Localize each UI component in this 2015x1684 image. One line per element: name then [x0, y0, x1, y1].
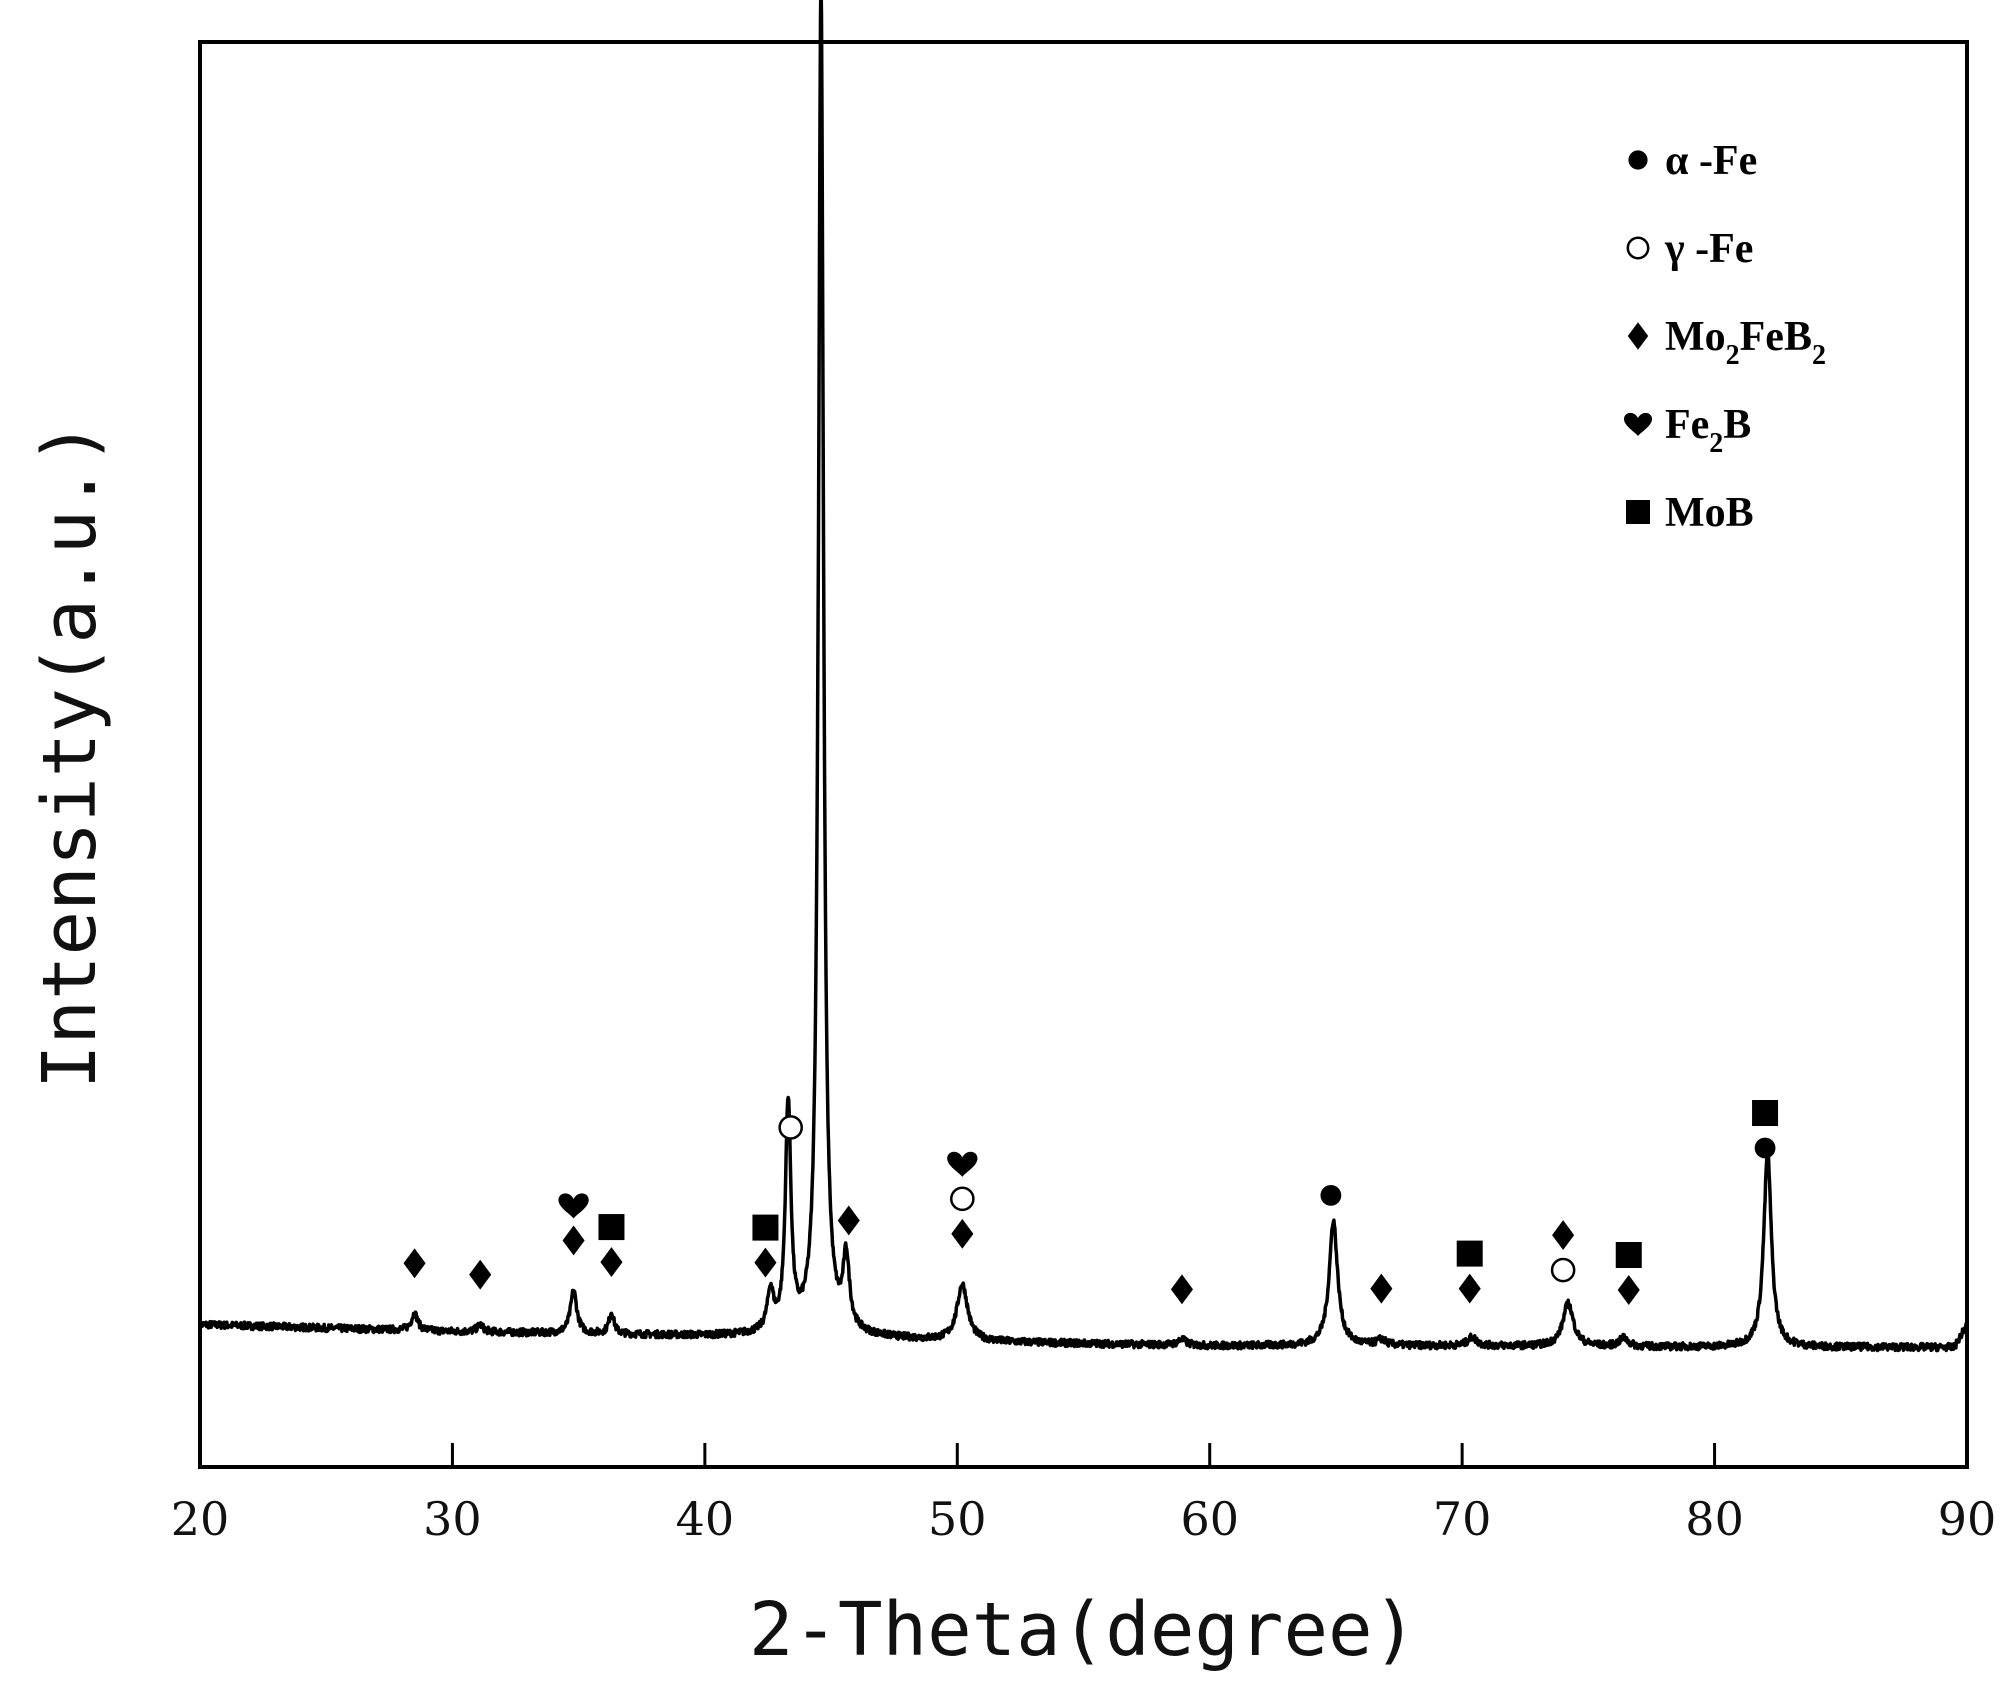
circle-open-marker	[778, 1115, 803, 1140]
circle-open-marker	[950, 1186, 975, 1212]
legend-label: γ -Fe	[1664, 226, 1753, 272]
diamond-marker	[837, 1205, 860, 1236]
diamond-marker	[600, 1247, 623, 1278]
y-axis-title: Intensity(a.u.)	[27, 421, 113, 1089]
diamond-marker	[1617, 1275, 1640, 1305]
series-line	[198, 0, 1969, 1353]
circle-filled-marker	[1628, 150, 1648, 170]
x-tick-label: 60	[1180, 1492, 1239, 1546]
x-tick-label: 20	[171, 1492, 230, 1546]
diamond-marker	[403, 1248, 426, 1279]
legend-label: MoB	[1665, 490, 1754, 536]
diamond-marker	[1370, 1273, 1393, 1304]
square-marker	[1456, 1240, 1483, 1267]
circle-open-marker	[1626, 236, 1650, 260]
square-marker	[1752, 1100, 1779, 1127]
x-tick-label: 50	[928, 1492, 987, 1546]
heart-marker	[1624, 412, 1652, 436]
legend-label: Mo2FeB2	[1665, 314, 1826, 371]
legend: α -Fe γ -Fe Mo2FeB2 Fe2B MoB	[1624, 138, 1826, 536]
diamond-marker	[1170, 1274, 1193, 1305]
diamond-marker	[562, 1225, 585, 1256]
diamond-marker	[951, 1218, 974, 1249]
x-tick-label: 70	[1433, 1492, 1492, 1546]
heart-marker	[947, 1151, 978, 1177]
circle-open-marker	[1550, 1257, 1576, 1283]
plot-frame	[198, 40, 1969, 1469]
heart-marker	[558, 1193, 589, 1219]
x-tick-label: 80	[1685, 1492, 1744, 1546]
circle-filled-marker	[1320, 1184, 1342, 1206]
x-axis-ticks: 20 30 40 50 60 70 80 90	[171, 1443, 1997, 1546]
diamond-marker	[469, 1259, 492, 1290]
diamond-marker	[754, 1247, 777, 1278]
diamond-marker	[1627, 322, 1649, 350]
square-marker	[752, 1214, 779, 1241]
circle-filled-marker	[1754, 1137, 1776, 1159]
diamond-marker	[1458, 1273, 1481, 1304]
legend-label: α -Fe	[1665, 138, 1757, 184]
x-axis-title: 2-Theta(degree)	[749, 1587, 1417, 1673]
diamond-marker	[1552, 1220, 1575, 1251]
square-marker	[1615, 1242, 1642, 1268]
x-tick-label: 30	[423, 1492, 482, 1546]
x-tick-label: 40	[676, 1492, 735, 1546]
square-marker	[1626, 500, 1650, 524]
legend-label: Fe2B	[1665, 402, 1751, 459]
x-tick-label: 90	[1938, 1492, 1997, 1546]
peak-markers	[403, 1100, 1779, 1305]
square-marker	[598, 1214, 625, 1241]
